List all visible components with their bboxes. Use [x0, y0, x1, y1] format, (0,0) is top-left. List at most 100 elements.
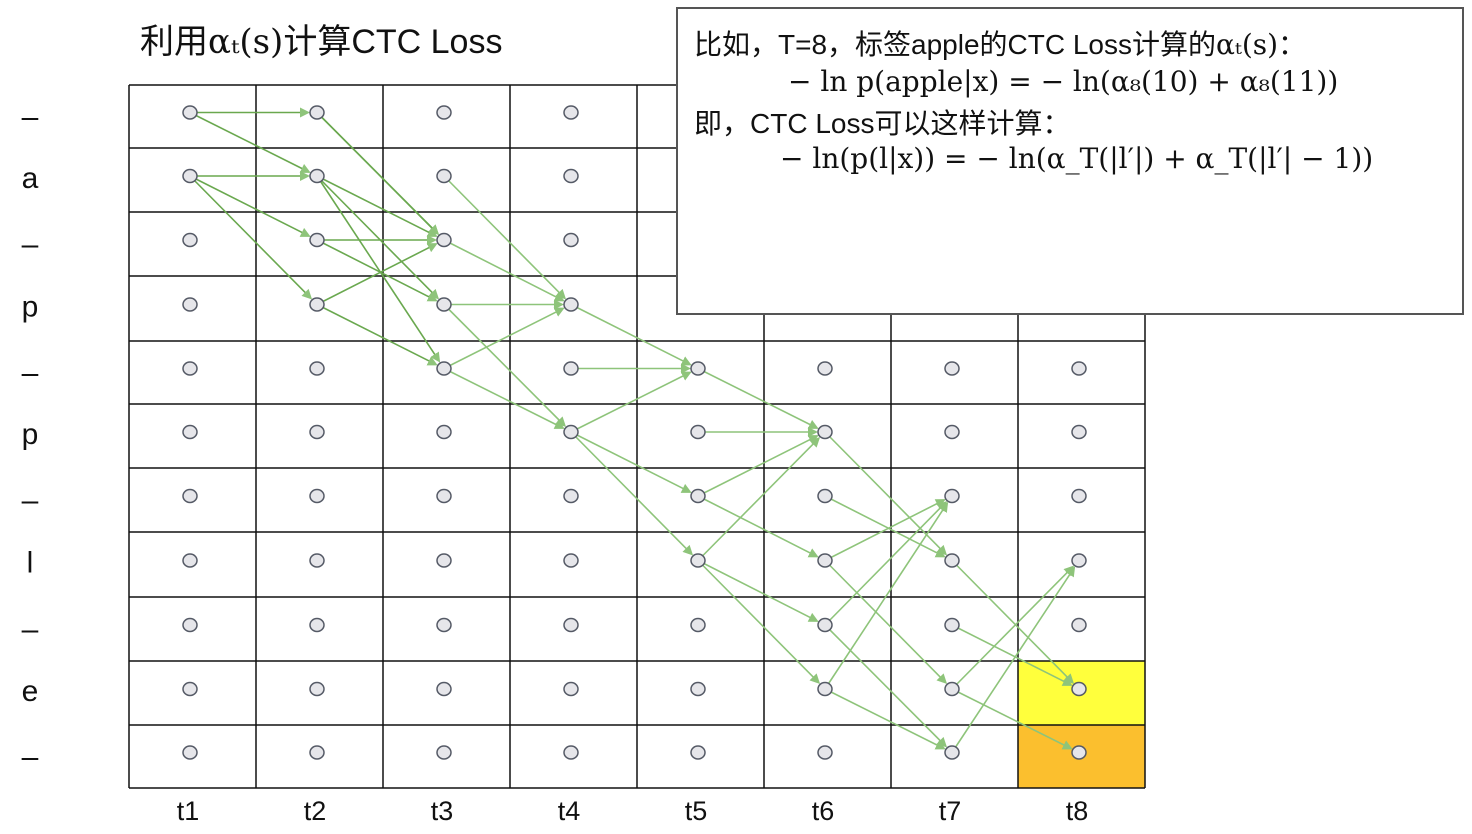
arrow-t3-s2-to-s3: [443, 239, 565, 302]
row-label-4: –: [22, 357, 39, 390]
arrow-t2-s1-to-s3: [316, 175, 440, 300]
row-label-6: –: [22, 484, 39, 517]
column-labels: t1 t2 t3 t4 t5 t6 t7 t8: [177, 796, 1089, 826]
arrow-t6-s7-to-s6: [824, 499, 946, 562]
col-label-t2: t2: [304, 796, 327, 826]
arrow-t5-s4-to-s5: [697, 367, 819, 429]
arrow-t4-s5-to-s7: [570, 431, 694, 556]
arrow-t2-s3-to-s4: [316, 303, 438, 366]
node-r3-c0: [182, 297, 198, 312]
node-r1-c0: [182, 168, 198, 184]
node-r2-c3: [563, 232, 579, 248]
arrow-t2-s3-to-s2: [316, 243, 438, 306]
arrow-t6-s8-to-s6: [824, 500, 948, 626]
node-r7-c6: [944, 553, 960, 568]
node-r5-c4: [690, 424, 706, 440]
node-r6-c7: [1071, 488, 1087, 504]
node-r8-c7: [1071, 617, 1087, 633]
row-label-9: e: [22, 675, 39, 708]
node-r1-c1: [309, 168, 325, 184]
node-r9-c4: [690, 681, 706, 697]
node-r6-c0: [182, 488, 198, 504]
row-label-10: –: [22, 741, 39, 774]
node-r0-c2: [436, 105, 452, 120]
arrow-t2-s2-to-s3: [316, 239, 438, 302]
diagram-title: 利用αₜ(s)计算CTC Loss: [140, 14, 502, 63]
row-label-1: a: [22, 162, 39, 195]
node-r3-c1: [309, 297, 325, 312]
apple-loss-formula: − ln p(apple|x) = − ln(α₈(10) + α₈(11)): [788, 65, 1339, 98]
node-r10-c6: [944, 745, 960, 760]
node-r6-c5: [817, 488, 833, 504]
col-label-t8: t8: [1066, 796, 1089, 826]
node-r9-c7: [1071, 681, 1087, 697]
node-r10-c3: [563, 745, 579, 760]
node-r5-c5: [817, 424, 833, 440]
arrow-t1-s0-to-s1: [189, 111, 311, 173]
node-r9-c2: [436, 681, 452, 697]
node-r8-c4: [690, 617, 706, 633]
transition-arrows: [189, 107, 1076, 753]
arrow-t4-s5-to-s4: [570, 371, 692, 433]
arrow-t3-s4-to-s5: [443, 367, 565, 429]
arrow-t5-s7-to-s8: [697, 559, 819, 622]
node-r10-c4: [690, 745, 706, 760]
row-label-7: l: [27, 547, 34, 580]
explanation-box: 比如，T=8，标签apple的CTC Loss计算的αₜ(s)： − ln p(…: [676, 7, 1464, 315]
arrow-t4-s3-to-s4: [570, 303, 692, 366]
node-r10-c1: [309, 745, 325, 760]
arrow-t6-s6-to-s7: [824, 495, 946, 558]
arrow-t7-s10-to-s7: [951, 566, 1076, 753]
node-r7-c5: [817, 553, 833, 568]
node-r9-c0: [182, 681, 198, 697]
node-r4-c2: [436, 361, 452, 376]
node-r0-c3: [563, 105, 579, 120]
arrow-t5-s6-to-s7: [697, 495, 819, 558]
node-r9-c1: [309, 681, 325, 697]
node-r6-c3: [563, 488, 579, 504]
node-r1-c2: [436, 168, 452, 184]
arrow-t2-s1-to-s4: [316, 175, 441, 363]
node-r4-c3: [563, 361, 579, 376]
example-line: 比如，T=8，标签apple的CTC Loss计算的αₜ(s)：: [694, 23, 1306, 63]
arrow-t2-s1-to-s2: [316, 175, 438, 237]
example-colon: ：: [1278, 29, 1307, 60]
node-r2-c2: [436, 232, 452, 248]
node-r8-c0: [182, 617, 198, 633]
general-statement: 即，CTC Loss可以这样计算：: [694, 108, 1071, 139]
row-label-8: –: [22, 613, 39, 646]
node-r6-c2: [436, 488, 452, 504]
node-r1-c3: [563, 168, 579, 184]
node-r6-c6: [944, 488, 960, 504]
node-r9-c5: [817, 681, 833, 697]
col-label-t5: t5: [685, 796, 708, 826]
arrow-t3-s4-to-s3: [443, 307, 565, 370]
arrow-t6-s9-to-s10: [824, 688, 946, 750]
node-r10-c2: [436, 745, 452, 760]
node-r4-c6: [944, 361, 960, 376]
arrow-t6-s7-to-s9: [824, 559, 948, 685]
node-r4-c0: [182, 361, 198, 376]
arrow-t5-s7-to-s9: [697, 559, 821, 685]
node-r0-c0: [182, 105, 198, 120]
node-r5-c7: [1071, 424, 1087, 440]
arrow-t7-s8-to-s9: [951, 624, 1073, 686]
node-r8-c1: [309, 617, 325, 633]
arrow-t1-s1-to-s2: [189, 175, 311, 237]
node-r9-c3: [563, 681, 579, 697]
col-label-t4: t4: [558, 796, 581, 826]
title-suffix: 计算CTC Loss: [283, 23, 503, 61]
node-r4-c1: [309, 361, 325, 376]
node-r5-c0: [182, 424, 198, 440]
node-r2-c0: [182, 232, 198, 248]
col-label-t6: t6: [812, 796, 835, 826]
node-r7-c4: [690, 553, 706, 568]
node-r5-c1: [309, 424, 325, 440]
node-r10-c0: [182, 745, 198, 760]
node-r4-c4: [690, 361, 706, 376]
node-r4-c5: [817, 361, 833, 376]
arrow-t4-s5-to-s6: [570, 431, 692, 493]
node-r6-c4: [690, 488, 706, 504]
col-label-t7: t7: [939, 796, 962, 826]
col-label-t1: t1: [177, 796, 200, 826]
